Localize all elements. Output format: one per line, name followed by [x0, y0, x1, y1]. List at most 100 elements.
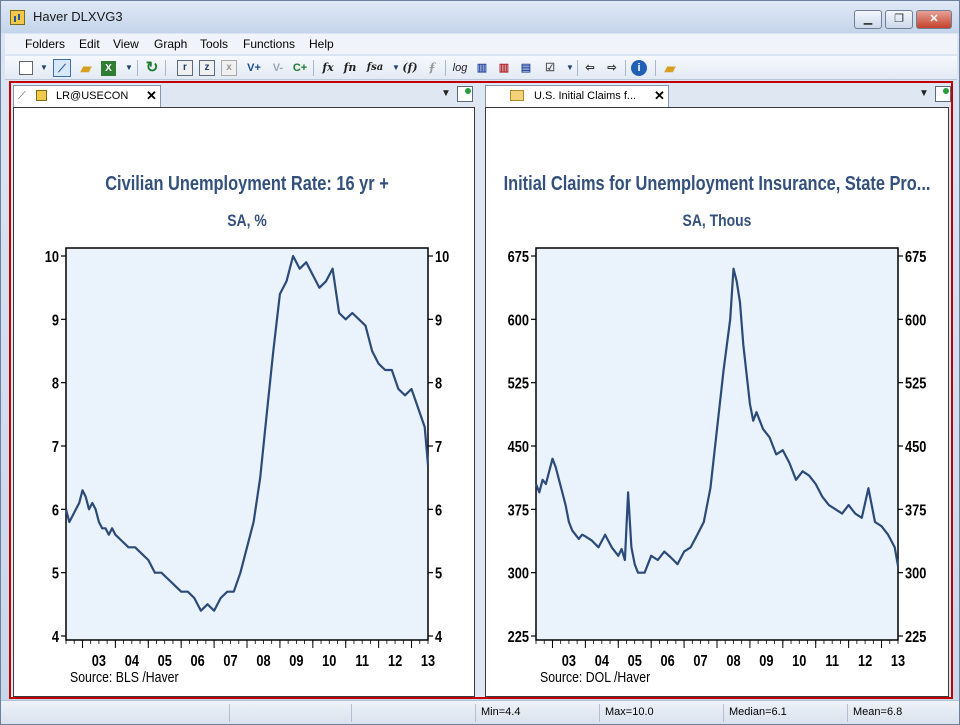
arrow-right-icon[interactable]: ⇨ [607, 62, 617, 74]
excel-icon[interactable]: X [101, 61, 116, 76]
x-tick-label: 06 [661, 653, 675, 671]
menu-help[interactable]: Help [309, 37, 334, 51]
menu-folders[interactable]: Folders [25, 37, 66, 51]
close-icon[interactable]: ✕ [654, 88, 665, 103]
y-tick-label-left: 9 [52, 312, 59, 330]
status-divider [475, 704, 476, 722]
tab-initial-claims[interactable]: U.S. Initial Claims f... ✕ [485, 85, 669, 107]
x-tick-label: 04 [125, 653, 139, 671]
chart-source: Source: BLS /Haver [70, 669, 179, 685]
x-tick-label: 13 [891, 653, 905, 671]
r-button[interactable]: r [177, 60, 193, 76]
y-tick-label-right: 450 [905, 439, 926, 457]
toolbar-separator [137, 60, 138, 76]
chart-subtitle: SA, Thous [683, 212, 752, 231]
refresh-icon[interactable]: ↻ [145, 59, 159, 76]
menu-functions[interactable]: Functions [243, 37, 296, 51]
y-tick-label-right: 600 [905, 312, 926, 330]
y-tick-label-right: 675 [905, 249, 926, 267]
workspace: ⟋ LR@USECON ✕ ▼ Civilian Unemployment Ra… [9, 81, 953, 699]
fsa-button[interactable]: fsa [366, 62, 384, 73]
x-tick-label: 11 [355, 653, 369, 671]
folder-icon[interactable]: ▰ [80, 60, 92, 76]
chart-title: Civilian Unemployment Rate: 16 yr + [105, 171, 389, 194]
toolbar-separator [445, 60, 446, 76]
y-tick-label-right: 6 [435, 502, 442, 520]
x-tick-label: 03 [562, 653, 576, 671]
menu-tools[interactable]: Tools [200, 37, 229, 51]
y-tick-label-right: 10 [435, 249, 449, 267]
y-tick-label-left: 525 [508, 375, 529, 393]
y-tick-label-right: 375 [905, 502, 926, 520]
y-tick-label-left: 4 [52, 629, 59, 647]
menu-edit[interactable]: Edit [79, 37, 100, 51]
x-tick-label: 07 [223, 653, 237, 671]
f-paren-button[interactable]: (f) [402, 61, 418, 74]
plot-area [535, 247, 899, 641]
checklist-icon[interactable]: ☑ [545, 62, 555, 74]
chevron-down-icon[interactable]: ▼ [40, 63, 48, 72]
right-chart-pane: U.S. Initial Claims f... ✕ ▼ Initial Cla… [481, 83, 951, 697]
x-tick-label: 04 [595, 653, 609, 671]
status-divider [847, 704, 848, 722]
chevron-down-icon[interactable]: ▼ [392, 63, 400, 72]
x-tick-label: 05 [628, 653, 642, 671]
y-tick-label-left: 8 [52, 375, 59, 393]
status-max: Max=10.0 [605, 706, 654, 718]
minimize-button[interactable]: ▁ [854, 10, 882, 29]
x-tick-label: 09 [759, 653, 773, 671]
f-strike-button[interactable]: f [429, 61, 435, 74]
toolbar-separator [625, 60, 626, 76]
y-tick-label-right: 4 [435, 629, 442, 647]
title-bar: Haver DLXVG3 ▁ ❐ ✕ [1, 1, 959, 33]
fn-button[interactable]: fn [343, 61, 357, 74]
new-document-icon[interactable] [19, 61, 33, 75]
status-mean: Mean=6.8 [853, 706, 903, 718]
plot-area [65, 247, 429, 641]
y-tick-label-left: 5 [52, 565, 59, 583]
chevron-down-icon[interactable]: ▼ [441, 88, 451, 99]
x-tick-label: 10 [322, 653, 336, 671]
new-folder-icon[interactable]: ▰ [664, 60, 676, 76]
column-chart-icon[interactable]: ▥ [498, 62, 510, 74]
add-variable-button[interactable]: V+ [247, 62, 261, 74]
toolbar: ▼ ⟋ ▰ X ▼ ↻ r z x V+ V- C+ fx fn fsa ▼ (… [5, 56, 957, 80]
info-icon[interactable]: i [631, 60, 647, 76]
menu-view[interactable]: View [113, 37, 139, 51]
fx-button[interactable]: fx [322, 61, 334, 74]
log-button[interactable]: log [452, 62, 468, 74]
bar-chart-icon[interactable]: ▥ [476, 62, 488, 74]
menu-graph[interactable]: Graph [154, 37, 188, 51]
close-button[interactable]: ✕ [916, 10, 952, 29]
y-tick-label-right: 9 [435, 312, 442, 330]
remove-variable-button[interactable]: V- [272, 62, 284, 74]
left-chart-area: Civilian Unemployment Rate: 16 yr + SA, %… [13, 107, 475, 697]
chart-subtitle: SA, % [227, 212, 267, 231]
chevron-down-icon[interactable]: ▼ [566, 63, 574, 72]
zoom-chart-icon[interactable] [457, 86, 473, 102]
maximize-button[interactable]: ❐ [885, 10, 913, 29]
z-button[interactable]: z [199, 60, 215, 76]
arrow-left-icon[interactable]: ⇦ [585, 62, 595, 74]
close-icon[interactable]: ✕ [146, 88, 157, 103]
status-divider [723, 704, 724, 722]
x-tick-label: 07 [693, 653, 707, 671]
status-bar: Min=4.4 Max=10.0 Median=6.1 Mean=6.8 [1, 700, 959, 724]
x-tick-label: 12 [858, 653, 872, 671]
zoom-chart-icon[interactable] [935, 86, 951, 102]
unemployment-chart: Civilian Unemployment Rate: 16 yr + SA, %… [45, 171, 449, 685]
chevron-down-icon[interactable]: ▼ [919, 88, 929, 99]
x-tick-label: 13 [421, 653, 435, 671]
x-button[interactable]: x [221, 60, 237, 76]
series-icon [36, 90, 47, 101]
tab-lr-usecon[interactable]: ⟋ LR@USECON ✕ [13, 85, 161, 107]
area-chart-icon[interactable]: ▤ [520, 62, 532, 74]
window-title: Haver DLXVG3 [33, 9, 123, 24]
add-chart-button[interactable]: C+ [292, 62, 308, 74]
chevron-down-icon[interactable]: ▼ [125, 63, 133, 72]
folder-icon [510, 90, 524, 101]
y-tick-label-left: 600 [508, 312, 529, 330]
toolbar-separator [165, 60, 166, 76]
line-chart-icon[interactable]: ⟋ [53, 59, 71, 77]
